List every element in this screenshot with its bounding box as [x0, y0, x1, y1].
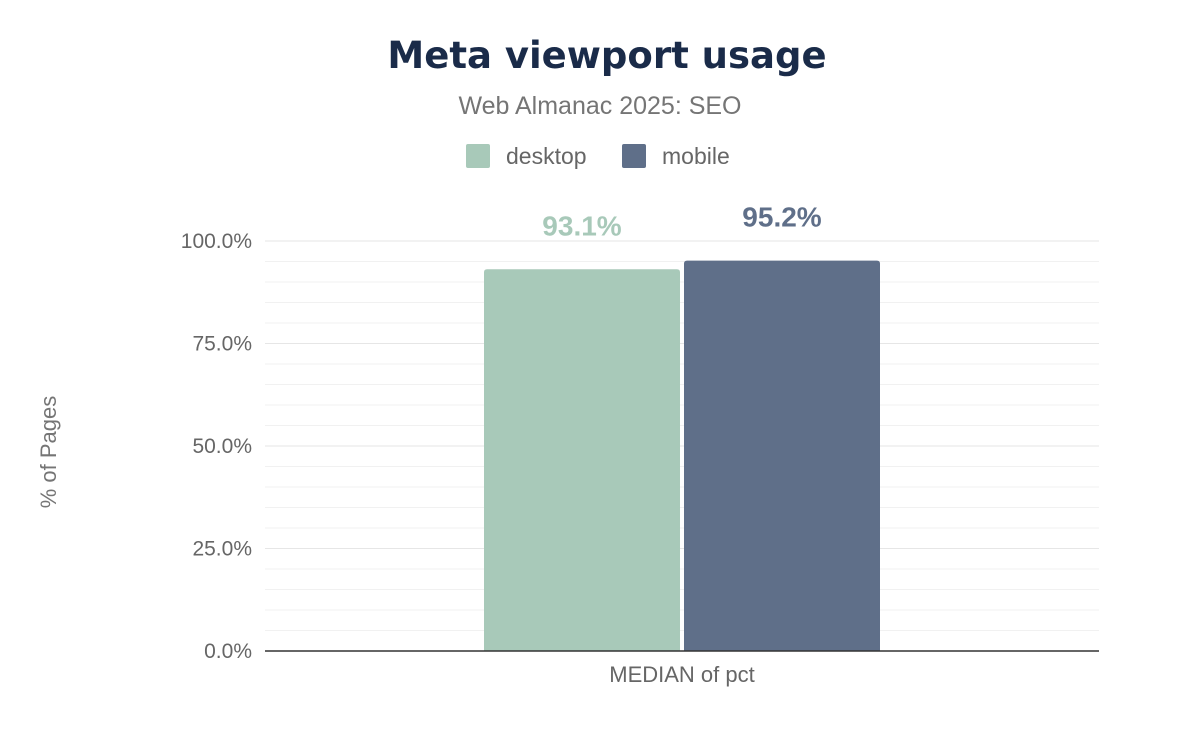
chart-title: Meta viewport usage: [387, 34, 826, 77]
y-tick-label: 50.0%: [192, 435, 252, 458]
data-label-desktop: 93.1%: [542, 210, 621, 241]
y-tick-label: 100.0%: [181, 230, 252, 253]
legend-label-mobile: mobile: [662, 143, 730, 169]
legend-label-desktop: desktop: [506, 143, 587, 169]
y-axis-title: % of Pages: [36, 396, 61, 509]
y-tick-label: 25.0%: [192, 538, 252, 561]
legend-swatch-mobile: [622, 144, 646, 168]
chart-subtitle: Web Almanac 2025: SEO: [458, 92, 741, 120]
legend-swatch-desktop: [466, 144, 490, 168]
data-label-mobile: 95.2%: [742, 202, 821, 233]
x-category-label: MEDIAN of pct: [609, 662, 754, 687]
bar-desktop: [484, 269, 680, 651]
gridlines: [265, 240, 1099, 631]
bars: 93.1% 95.2%: [484, 202, 880, 651]
bar-mobile: [684, 260, 880, 651]
y-tick-label: 75.0%: [192, 333, 252, 356]
legend: desktop mobile: [466, 143, 730, 169]
y-tick-label: 0.0%: [204, 640, 252, 663]
y-axis-ticks: 0.0% 25.0% 50.0% 75.0% 100.0%: [181, 230, 252, 663]
